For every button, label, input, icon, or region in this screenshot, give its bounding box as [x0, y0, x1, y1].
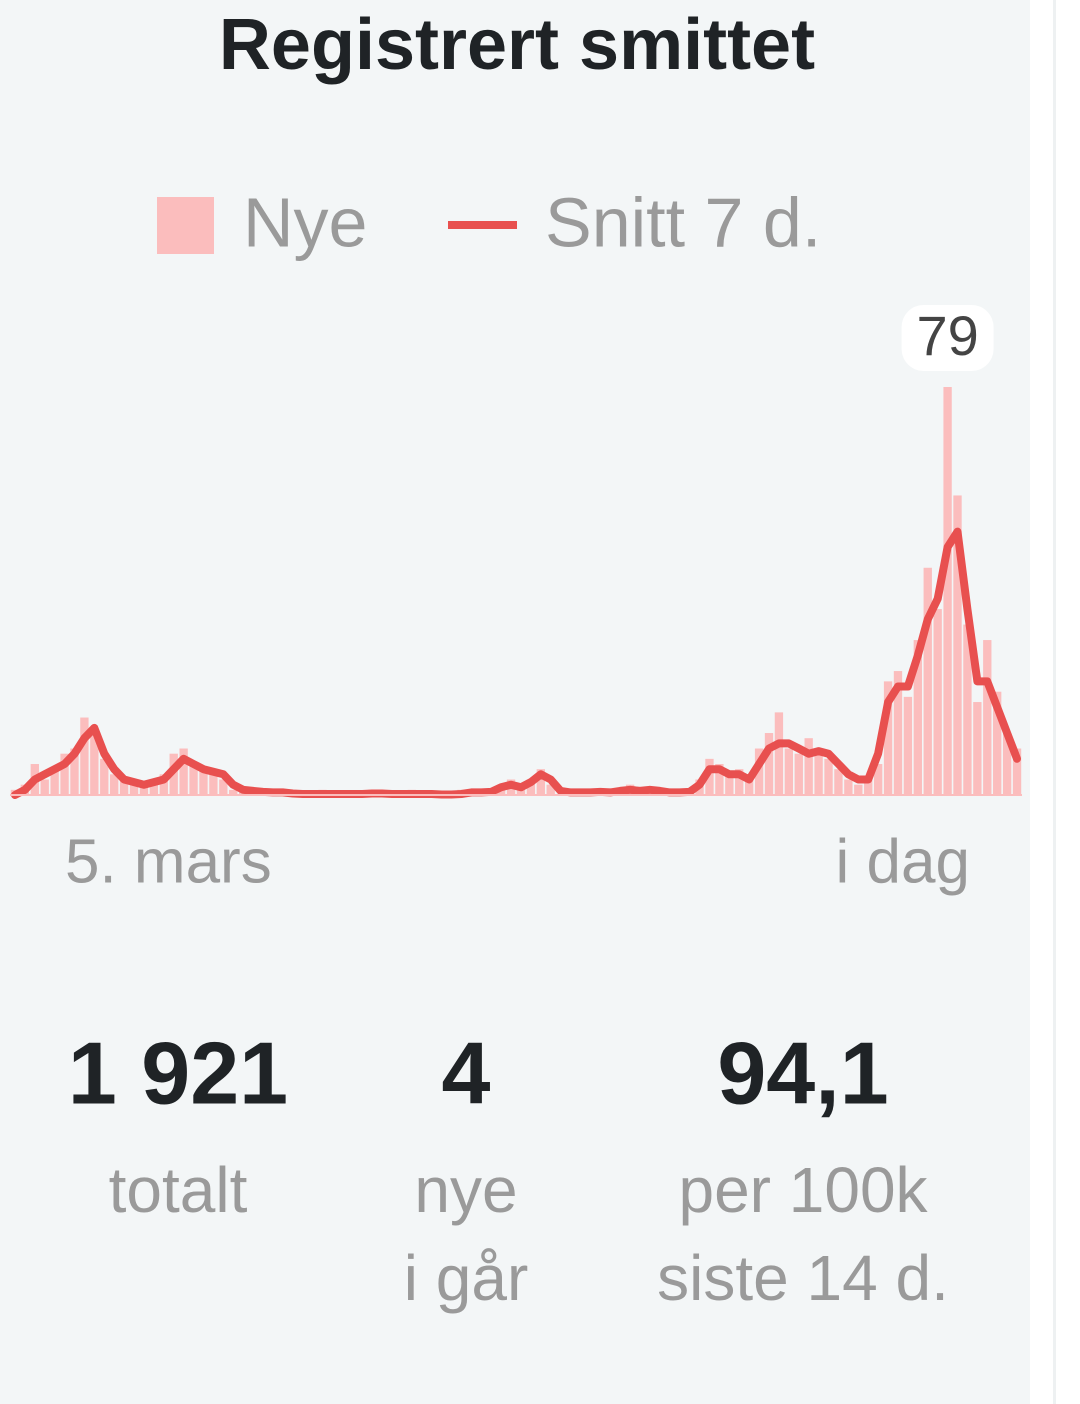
bar [844, 779, 853, 795]
bar [794, 753, 803, 795]
bar [516, 789, 526, 795]
bar [209, 774, 218, 795]
bar [229, 789, 238, 795]
bar [705, 758, 714, 795]
stat-label: siste 14 d. [657, 1242, 949, 1314]
average-line [11, 527, 1021, 799]
bar [149, 779, 159, 795]
bar [179, 748, 188, 795]
bar [983, 640, 992, 795]
bar [60, 753, 69, 795]
stat-label: nye [414, 1154, 517, 1226]
bar [784, 748, 794, 795]
stat-label: i går [404, 1242, 529, 1314]
bar [923, 567, 932, 795]
bar [864, 779, 873, 795]
bar [546, 784, 555, 795]
bar [893, 671, 903, 795]
bar [1002, 733, 1012, 795]
stat-value: 4 [442, 1023, 491, 1122]
bar [80, 717, 89, 795]
bar [199, 769, 208, 795]
bar [913, 640, 922, 795]
bar [119, 779, 129, 795]
bar [903, 696, 913, 795]
bar [764, 733, 774, 795]
legend-label: Nye [243, 183, 367, 261]
peak-label: 79 [916, 304, 978, 367]
bar [1012, 748, 1022, 795]
bar [110, 774, 119, 795]
bar [953, 495, 962, 795]
bar [824, 758, 833, 795]
bar [50, 769, 59, 795]
bar [973, 702, 982, 795]
bar [804, 738, 813, 795]
legend-label: Snitt 7 d. [545, 183, 821, 261]
bar [536, 769, 545, 795]
bar [219, 779, 228, 795]
bar [715, 764, 724, 795]
stat-value: 1 921 [68, 1023, 288, 1122]
bar [139, 784, 149, 795]
bar [70, 748, 79, 795]
bar [129, 784, 139, 795]
card-edge [1053, 0, 1056, 1404]
bar [814, 748, 823, 795]
bar [526, 779, 536, 795]
bar [933, 609, 942, 795]
x-tick-label: 5. mars [65, 827, 272, 896]
bar [883, 681, 893, 795]
bar [40, 779, 49, 795]
bar [744, 779, 754, 795]
bar [873, 764, 883, 795]
bar [774, 712, 784, 795]
bar [963, 624, 972, 795]
bar [159, 774, 168, 795]
bar [943, 387, 952, 795]
stat-label: totalt [109, 1154, 248, 1226]
stat-value: 94,1 [717, 1023, 888, 1122]
bar [854, 784, 863, 795]
stat-label: per 100k [678, 1154, 928, 1226]
bar [725, 774, 734, 795]
legend-swatch [157, 197, 214, 254]
bar [834, 769, 843, 795]
chart-title: Registrert smittet [219, 5, 815, 85]
bar [735, 769, 744, 795]
bar [100, 758, 109, 795]
x-tick-label: i dag [836, 827, 970, 896]
bar [993, 691, 1002, 795]
peak-label-bg [901, 305, 994, 371]
bar [754, 748, 764, 795]
bar [90, 733, 99, 795]
bar [189, 764, 198, 795]
